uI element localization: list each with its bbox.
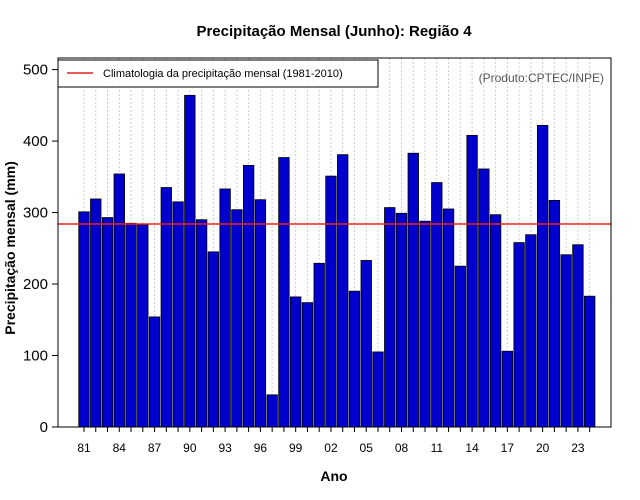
x-axis-label: Ano bbox=[320, 468, 347, 484]
bars bbox=[78, 94, 596, 428]
x-tick-label: 08 bbox=[395, 441, 409, 455]
x-tick-label: 23 bbox=[571, 441, 585, 455]
y-tick-label: 400 bbox=[23, 133, 48, 150]
x-tick-label: 81 bbox=[77, 441, 91, 455]
x-tick-label: 90 bbox=[183, 441, 197, 455]
bar-94 bbox=[231, 209, 243, 428]
x-tick-label: 87 bbox=[148, 441, 162, 455]
bar-92 bbox=[207, 251, 220, 428]
bar-12 bbox=[442, 208, 455, 428]
bar-96 bbox=[254, 199, 267, 428]
x-tick-label: 02 bbox=[324, 441, 338, 455]
bar-83 bbox=[101, 217, 114, 428]
bar-10 bbox=[419, 220, 431, 428]
bar-89 bbox=[172, 201, 184, 428]
bar-02 bbox=[325, 175, 337, 428]
bar-22 bbox=[560, 254, 572, 428]
bar-20 bbox=[536, 124, 549, 428]
bar-19 bbox=[525, 234, 537, 428]
bar-06 bbox=[372, 351, 384, 428]
plot-frame bbox=[57, 57, 612, 428]
x-tick-label: 11 bbox=[431, 441, 444, 455]
y-tick-label: 0 bbox=[40, 419, 48, 436]
product-credit: (Produto:CPTEC/INPE) bbox=[479, 71, 604, 85]
legend: Climatologia da precipitação mensal (198… bbox=[57, 59, 379, 88]
x-tick-label: 84 bbox=[113, 441, 127, 455]
y-axis: 0 100 200 300 400 500 bbox=[23, 62, 58, 436]
x-tick-label: 14 bbox=[465, 441, 479, 455]
bar-13 bbox=[454, 265, 466, 428]
y-axis-label: Precipitação mensal (mm) bbox=[2, 161, 18, 335]
bar-23 bbox=[572, 244, 584, 428]
bar-90 bbox=[184, 94, 196, 428]
y-tick-label: 100 bbox=[23, 348, 48, 365]
bar-18 bbox=[513, 242, 525, 428]
bar-08 bbox=[395, 212, 408, 428]
x-tick-label: 99 bbox=[289, 441, 303, 455]
bar-99 bbox=[290, 296, 302, 428]
x-tick-label: 17 bbox=[501, 441, 515, 455]
x-tick-label: 96 bbox=[254, 441, 268, 455]
bar-91 bbox=[195, 219, 208, 428]
y-tick-label: 500 bbox=[23, 62, 48, 79]
bar-86 bbox=[137, 224, 149, 428]
bar-00 bbox=[301, 302, 314, 428]
bar-87 bbox=[148, 316, 161, 428]
bar-98 bbox=[278, 157, 290, 428]
x-axis: 81 84 87 90 93 96 99 02 05 08 11 14 17 20 23 bbox=[77, 427, 591, 455]
bar-07 bbox=[384, 207, 396, 428]
y-tick-label: 300 bbox=[23, 205, 48, 222]
bar-17 bbox=[501, 350, 514, 428]
legend-label: Climatologia da precipitação mensal (198… bbox=[103, 68, 343, 80]
x-tick-label: 93 bbox=[218, 441, 232, 455]
x-tick-label: 05 bbox=[360, 441, 374, 455]
bar-81 bbox=[78, 211, 90, 428]
bar-09 bbox=[407, 152, 419, 428]
bar-95 bbox=[242, 164, 255, 428]
bar-03 bbox=[337, 154, 349, 428]
bar-04 bbox=[348, 290, 361, 428]
bar-97 bbox=[266, 394, 278, 428]
bar-01 bbox=[313, 262, 325, 428]
bar-11 bbox=[431, 182, 443, 428]
chart-title: Precipitação Mensal (Junho): Região 4 bbox=[196, 23, 472, 40]
legend-box bbox=[57, 59, 379, 88]
bar-82 bbox=[90, 198, 102, 428]
bar-24 bbox=[584, 295, 596, 428]
bar-84 bbox=[113, 173, 125, 428]
bar-14 bbox=[466, 134, 478, 428]
bar-05 bbox=[360, 260, 372, 428]
bar-16 bbox=[489, 214, 502, 428]
y-tick-label: 200 bbox=[23, 276, 48, 293]
bar-21 bbox=[548, 200, 561, 428]
x-tick-label: 20 bbox=[536, 441, 550, 455]
bar-15 bbox=[478, 168, 490, 428]
bar-85 bbox=[125, 222, 137, 428]
